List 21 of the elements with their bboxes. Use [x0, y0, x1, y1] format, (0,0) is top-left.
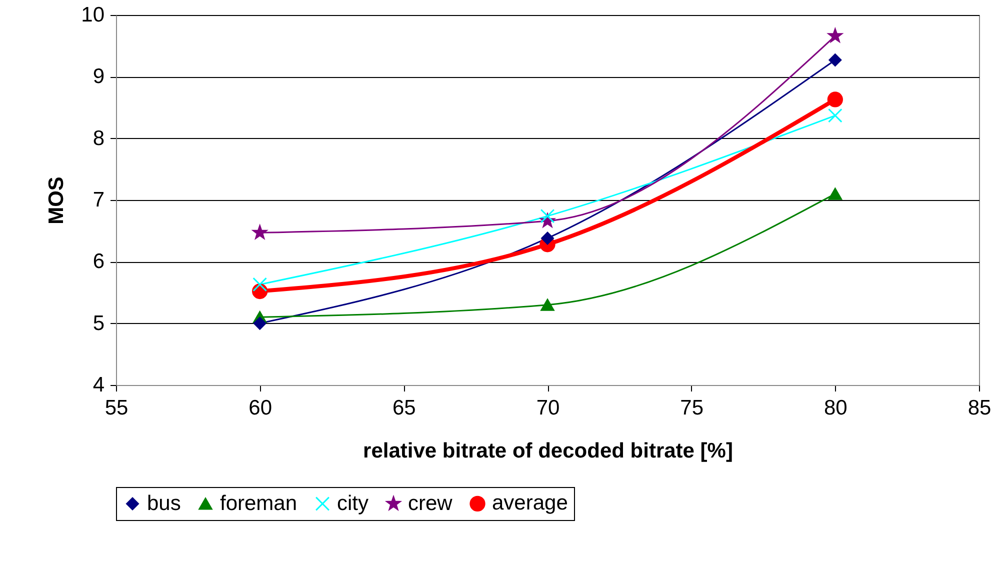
y-tick-label: 4	[92, 374, 105, 396]
y-tick-label: 5	[92, 312, 104, 335]
x-tick-label: 70	[536, 396, 560, 420]
y-tick-label: 6	[92, 250, 104, 274]
x-tick-label: 65	[392, 396, 416, 420]
x-tick-label: 60	[248, 396, 272, 420]
y-axis-title: MOS	[45, 176, 68, 224]
legend-label: city	[337, 492, 369, 515]
x-tick-label: 80	[824, 396, 848, 420]
legend-label: foreman	[220, 492, 298, 515]
x-tick-label: 55	[104, 396, 128, 420]
x-tick-label: 75	[680, 396, 704, 420]
y-tick-label: 8	[92, 126, 104, 150]
legend-label: crew	[408, 492, 454, 515]
y-tick-label: 7	[92, 188, 104, 212]
y-tick-label: 9	[92, 65, 104, 88]
legend-label: average	[492, 492, 568, 515]
legend-label: bus	[147, 492, 181, 515]
x-tick-label: 85	[968, 396, 992, 420]
x-axis-title: relative bitrate of decoded bitrate [%]	[363, 440, 733, 462]
y-tick-label: 10	[81, 4, 104, 26]
